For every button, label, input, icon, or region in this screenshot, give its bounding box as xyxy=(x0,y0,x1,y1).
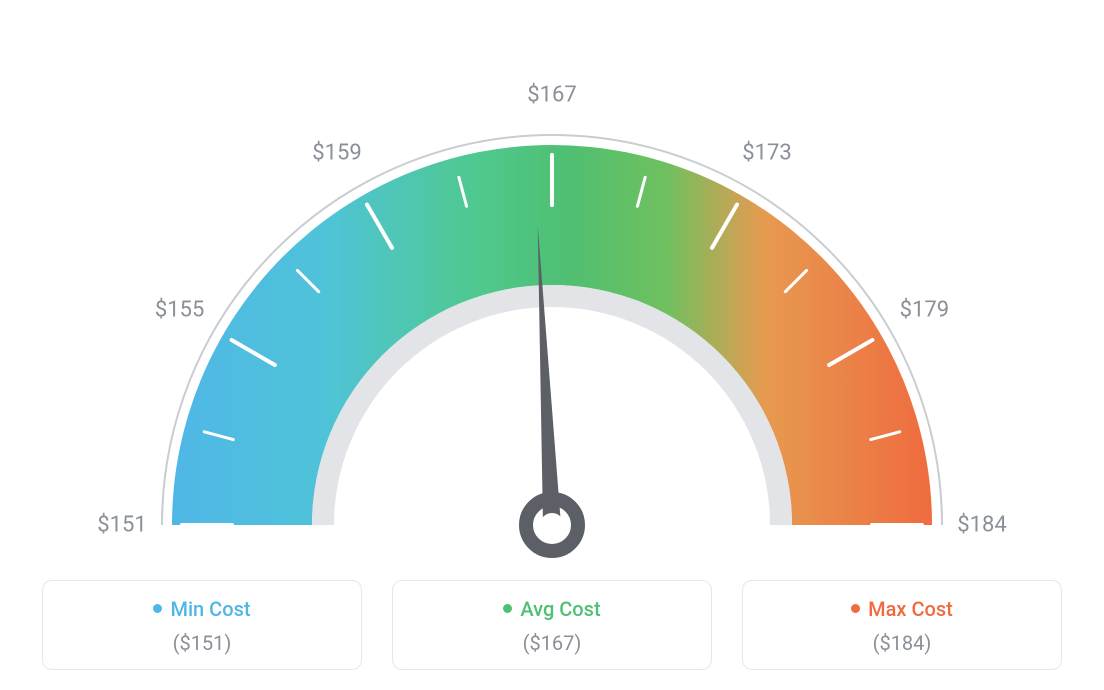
legend-min-title-row: Min Cost xyxy=(53,597,351,621)
legend-row: Min Cost ($151) Avg Cost ($167) Max Cost… xyxy=(0,580,1104,670)
legend-avg-title: Avg Cost xyxy=(520,597,600,621)
legend-card-max: Max Cost ($184) xyxy=(742,580,1062,670)
legend-max-title: Max Cost xyxy=(868,597,953,621)
legend-card-min: Min Cost ($151) xyxy=(42,580,362,670)
legend-card-avg: Avg Cost ($167) xyxy=(392,580,712,670)
dot-icon xyxy=(503,604,512,613)
legend-max-title-row: Max Cost xyxy=(753,597,1051,621)
gauge-tick-label: $167 xyxy=(527,83,576,108)
gauge-tick-label: $179 xyxy=(900,298,949,323)
dot-icon xyxy=(851,604,860,613)
gauge-tick-label: $173 xyxy=(742,140,791,165)
legend-avg-title-row: Avg Cost xyxy=(403,597,701,621)
dot-icon xyxy=(153,604,162,613)
gauge-tick-label: $151 xyxy=(97,513,146,538)
legend-max-value: ($184) xyxy=(753,631,1051,655)
gauge-tick-label: $184 xyxy=(957,513,1006,538)
legend-avg-value: ($167) xyxy=(403,631,701,655)
legend-min-title: Min Cost xyxy=(170,597,250,621)
gauge-chart: $151 $155 $159 $167 $173 $179 $184 xyxy=(0,0,1104,560)
gauge-tick-label: $155 xyxy=(155,298,204,323)
gauge-tick-label: $159 xyxy=(312,140,361,165)
legend-min-value: ($151) xyxy=(53,631,351,655)
